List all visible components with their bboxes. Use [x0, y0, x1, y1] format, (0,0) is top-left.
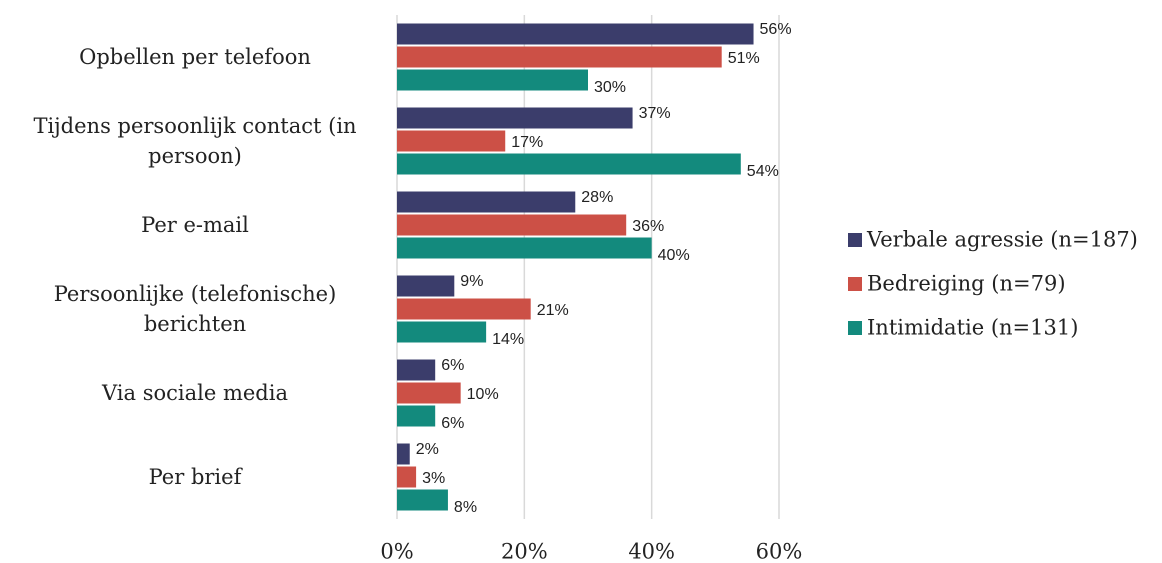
bar	[397, 405, 436, 427]
bar	[397, 237, 652, 259]
legend-swatch	[848, 277, 862, 291]
value-label: 36%	[632, 218, 664, 235]
category-label: Via sociale media	[102, 381, 288, 405]
value-label: 37%	[639, 105, 671, 122]
bar	[397, 23, 754, 45]
value-label: 56%	[760, 21, 792, 38]
value-label: 8%	[454, 499, 477, 516]
legend-label: Verbale agressie (n=187)	[866, 228, 1138, 252]
bar	[397, 130, 506, 152]
bar	[397, 214, 627, 236]
bar	[397, 191, 576, 213]
value-label: 6%	[441, 357, 464, 374]
value-label: 28%	[581, 189, 613, 206]
bar	[397, 382, 461, 404]
bar	[397, 443, 410, 465]
bar	[397, 275, 455, 297]
value-label: 10%	[467, 386, 499, 403]
x-tick-label: 0%	[380, 540, 413, 563]
bar	[397, 298, 531, 320]
value-label: 30%	[594, 79, 626, 96]
bar	[397, 489, 448, 511]
category-label: Opbellen per telefoon	[79, 45, 311, 69]
category-label: Per e-mail	[141, 213, 249, 237]
category-label: Persoonlijke (telefonische) berichten	[53, 282, 337, 336]
bar	[397, 69, 588, 91]
legend-label: Bedreiging (n=79)	[867, 272, 1066, 296]
legend-swatch	[848, 321, 862, 335]
value-label: 14%	[492, 331, 524, 348]
value-label: 3%	[422, 470, 445, 487]
value-label: 17%	[511, 134, 543, 151]
bar	[397, 46, 722, 68]
x-tick-label: 20%	[501, 540, 548, 563]
value-label: 21%	[537, 302, 569, 319]
value-label: 54%	[747, 163, 779, 180]
value-label: 9%	[460, 273, 483, 290]
bar	[397, 153, 741, 175]
category-label: Per brief	[148, 465, 242, 489]
value-label: 2%	[416, 441, 439, 458]
value-label: 51%	[728, 50, 760, 67]
bar	[397, 466, 417, 488]
bar	[397, 359, 436, 381]
x-tick-label: 60%	[756, 540, 803, 563]
x-tick-label: 40%	[628, 540, 675, 563]
category-label: Tijdens persoonlijk contact (in persoon)	[33, 114, 357, 168]
value-label: 6%	[441, 415, 464, 432]
legend-swatch	[848, 233, 862, 247]
bar	[397, 321, 487, 343]
value-label: 40%	[658, 247, 690, 264]
bar	[397, 107, 633, 129]
legend-label: Intimidatie (n=131)	[867, 316, 1078, 340]
